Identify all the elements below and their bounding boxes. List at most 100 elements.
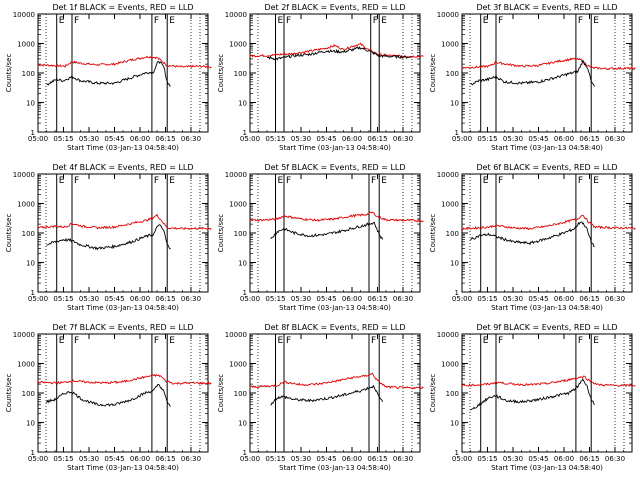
y-tick-label: 10	[26, 260, 35, 268]
interval-marker-label: F	[154, 176, 159, 186]
interval-marker-label: E	[381, 176, 387, 186]
interval-marker-label: F	[286, 16, 291, 26]
interval-marker-label: E	[169, 176, 175, 186]
detector-panel: Det 4f BLACK = Events, RED = LLD 1 10 100 10…	[5, 163, 212, 312]
y-tick-label: 1000	[229, 201, 247, 209]
y-tick-label: 10000	[437, 11, 459, 19]
y-tick-label: 10	[26, 100, 35, 108]
y-tick-label: 1000	[441, 361, 459, 369]
interval-marker-label: E	[381, 16, 387, 26]
y-tick-label: 10	[450, 260, 459, 268]
interval-marker-label: E	[483, 16, 489, 26]
interval-marker-label: E	[381, 336, 387, 346]
y-tick-label: 100	[234, 230, 247, 238]
y-tick-label: 1	[31, 129, 35, 137]
lld-series-line	[37, 213, 212, 231]
y-tick-label: 10000	[225, 11, 247, 19]
x-tick-label: 06:15	[367, 295, 387, 303]
x-axis-label: Start Time (03-Jan-13 04:58:40)	[67, 144, 179, 152]
interval-marker-label: F	[154, 16, 159, 26]
y-tick-label: 1000	[441, 201, 459, 209]
x-tick-label: 05:00	[452, 295, 472, 303]
y-tick-label: 1000	[17, 41, 35, 49]
panel-title: Det 6f BLACK = Events, RED = LLD	[476, 163, 617, 172]
panel-title: Det 3f BLACK = Events, RED = LLD	[476, 3, 617, 12]
x-tick-label: 05:45	[528, 455, 548, 463]
y-tick-label: 100	[22, 390, 35, 398]
x-axis-label: Start Time (03-Jan-13 04:58:40)	[279, 144, 391, 152]
y-axis-label: Counts/sec	[217, 54, 225, 93]
y-axis-label: Counts/sec	[429, 374, 437, 413]
x-tick-label: 06:15	[367, 455, 387, 463]
x-tick-label: 06:15	[579, 295, 599, 303]
x-tick-label: 06:30	[181, 295, 201, 303]
lld-series-line	[461, 57, 636, 71]
detector-panel: Det 7f BLACK = Events, RED = LLD 1 10 100 10…	[5, 323, 212, 472]
interval-marker-label: E	[593, 336, 599, 346]
y-tick-label: 1000	[229, 41, 247, 49]
lld-series-line	[249, 42, 424, 59]
y-axis-label: Counts/sec	[5, 54, 13, 93]
x-tick-label: 05:45	[528, 295, 548, 303]
interval-marker-label: E	[59, 16, 65, 26]
x-tick-label: 06:30	[393, 135, 413, 143]
interval-marker-label: F	[498, 176, 503, 186]
detector-panel: Det 2f BLACK = Events, RED = LLD 1 10 100 10…	[217, 3, 424, 152]
x-tick-label: 05:15	[265, 455, 285, 463]
interval-marker-label: E	[593, 176, 599, 186]
y-tick-label: 10	[238, 420, 247, 428]
y-tick-label: 1	[31, 289, 35, 297]
x-tick-label: 06:15	[155, 295, 175, 303]
x-tick-label: 06:00	[342, 295, 362, 303]
y-tick-label: 1000	[441, 41, 459, 49]
events-series-line	[270, 384, 384, 406]
x-tick-label: 05:15	[477, 295, 497, 303]
x-tick-label: 05:45	[316, 135, 336, 143]
interval-marker-label: E	[278, 336, 284, 346]
y-axis-label: Counts/sec	[5, 374, 13, 413]
interval-marker-label: E	[59, 176, 65, 186]
y-tick-label: 100	[446, 230, 459, 238]
x-tick-label: 05:15	[265, 135, 285, 143]
events-series-line	[470, 59, 595, 87]
x-tick-label: 05:30	[79, 455, 99, 463]
y-tick-label: 1000	[17, 361, 35, 369]
panel-title: Det 2f BLACK = Events, RED = LLD	[264, 3, 405, 12]
x-tick-label: 05:45	[104, 135, 124, 143]
y-tick-label: 10	[450, 420, 459, 428]
x-tick-label: 05:30	[291, 455, 311, 463]
x-tick-label: 05:30	[79, 135, 99, 143]
x-tick-label: 05:00	[28, 295, 48, 303]
x-tick-label: 05:30	[79, 295, 99, 303]
y-tick-label: 1	[455, 289, 459, 297]
interval-marker-label: E	[278, 16, 284, 26]
interval-marker-label: E	[483, 176, 489, 186]
x-tick-label: 06:00	[130, 135, 150, 143]
interval-marker-label: E	[483, 336, 489, 346]
interval-marker-label: E	[593, 16, 599, 26]
x-tick-label: 06:00	[554, 455, 574, 463]
panel-title: Det 7f BLACK = Events, RED = LLD	[52, 323, 193, 332]
x-axis-label: Start Time (03-Jan-13 04:58:40)	[67, 304, 179, 312]
y-tick-label: 10	[238, 260, 247, 268]
events-series-line	[46, 224, 171, 251]
y-tick-label: 10000	[225, 171, 247, 179]
x-tick-label: 05:45	[104, 295, 124, 303]
x-tick-label: 05:15	[477, 455, 497, 463]
y-axis-label: Counts/sec	[429, 54, 437, 93]
y-tick-label: 10000	[225, 331, 247, 339]
y-axis-label: Counts/sec	[5, 214, 13, 253]
interval-marker-label: F	[578, 176, 583, 186]
lld-series-line	[461, 214, 636, 231]
lld-series-line	[249, 372, 424, 390]
x-tick-label: 06:00	[130, 455, 150, 463]
lld-series-line	[249, 211, 424, 223]
x-tick-label: 06:30	[393, 295, 413, 303]
detector-panel: Det 3f BLACK = Events, RED = LLD 1 10 100 10…	[429, 3, 636, 152]
lld-series-line	[461, 375, 636, 388]
x-tick-label: 05:45	[528, 135, 548, 143]
x-axis-label: Start Time (03-Jan-13 04:58:40)	[279, 304, 391, 312]
x-tick-label: 05:00	[240, 455, 260, 463]
